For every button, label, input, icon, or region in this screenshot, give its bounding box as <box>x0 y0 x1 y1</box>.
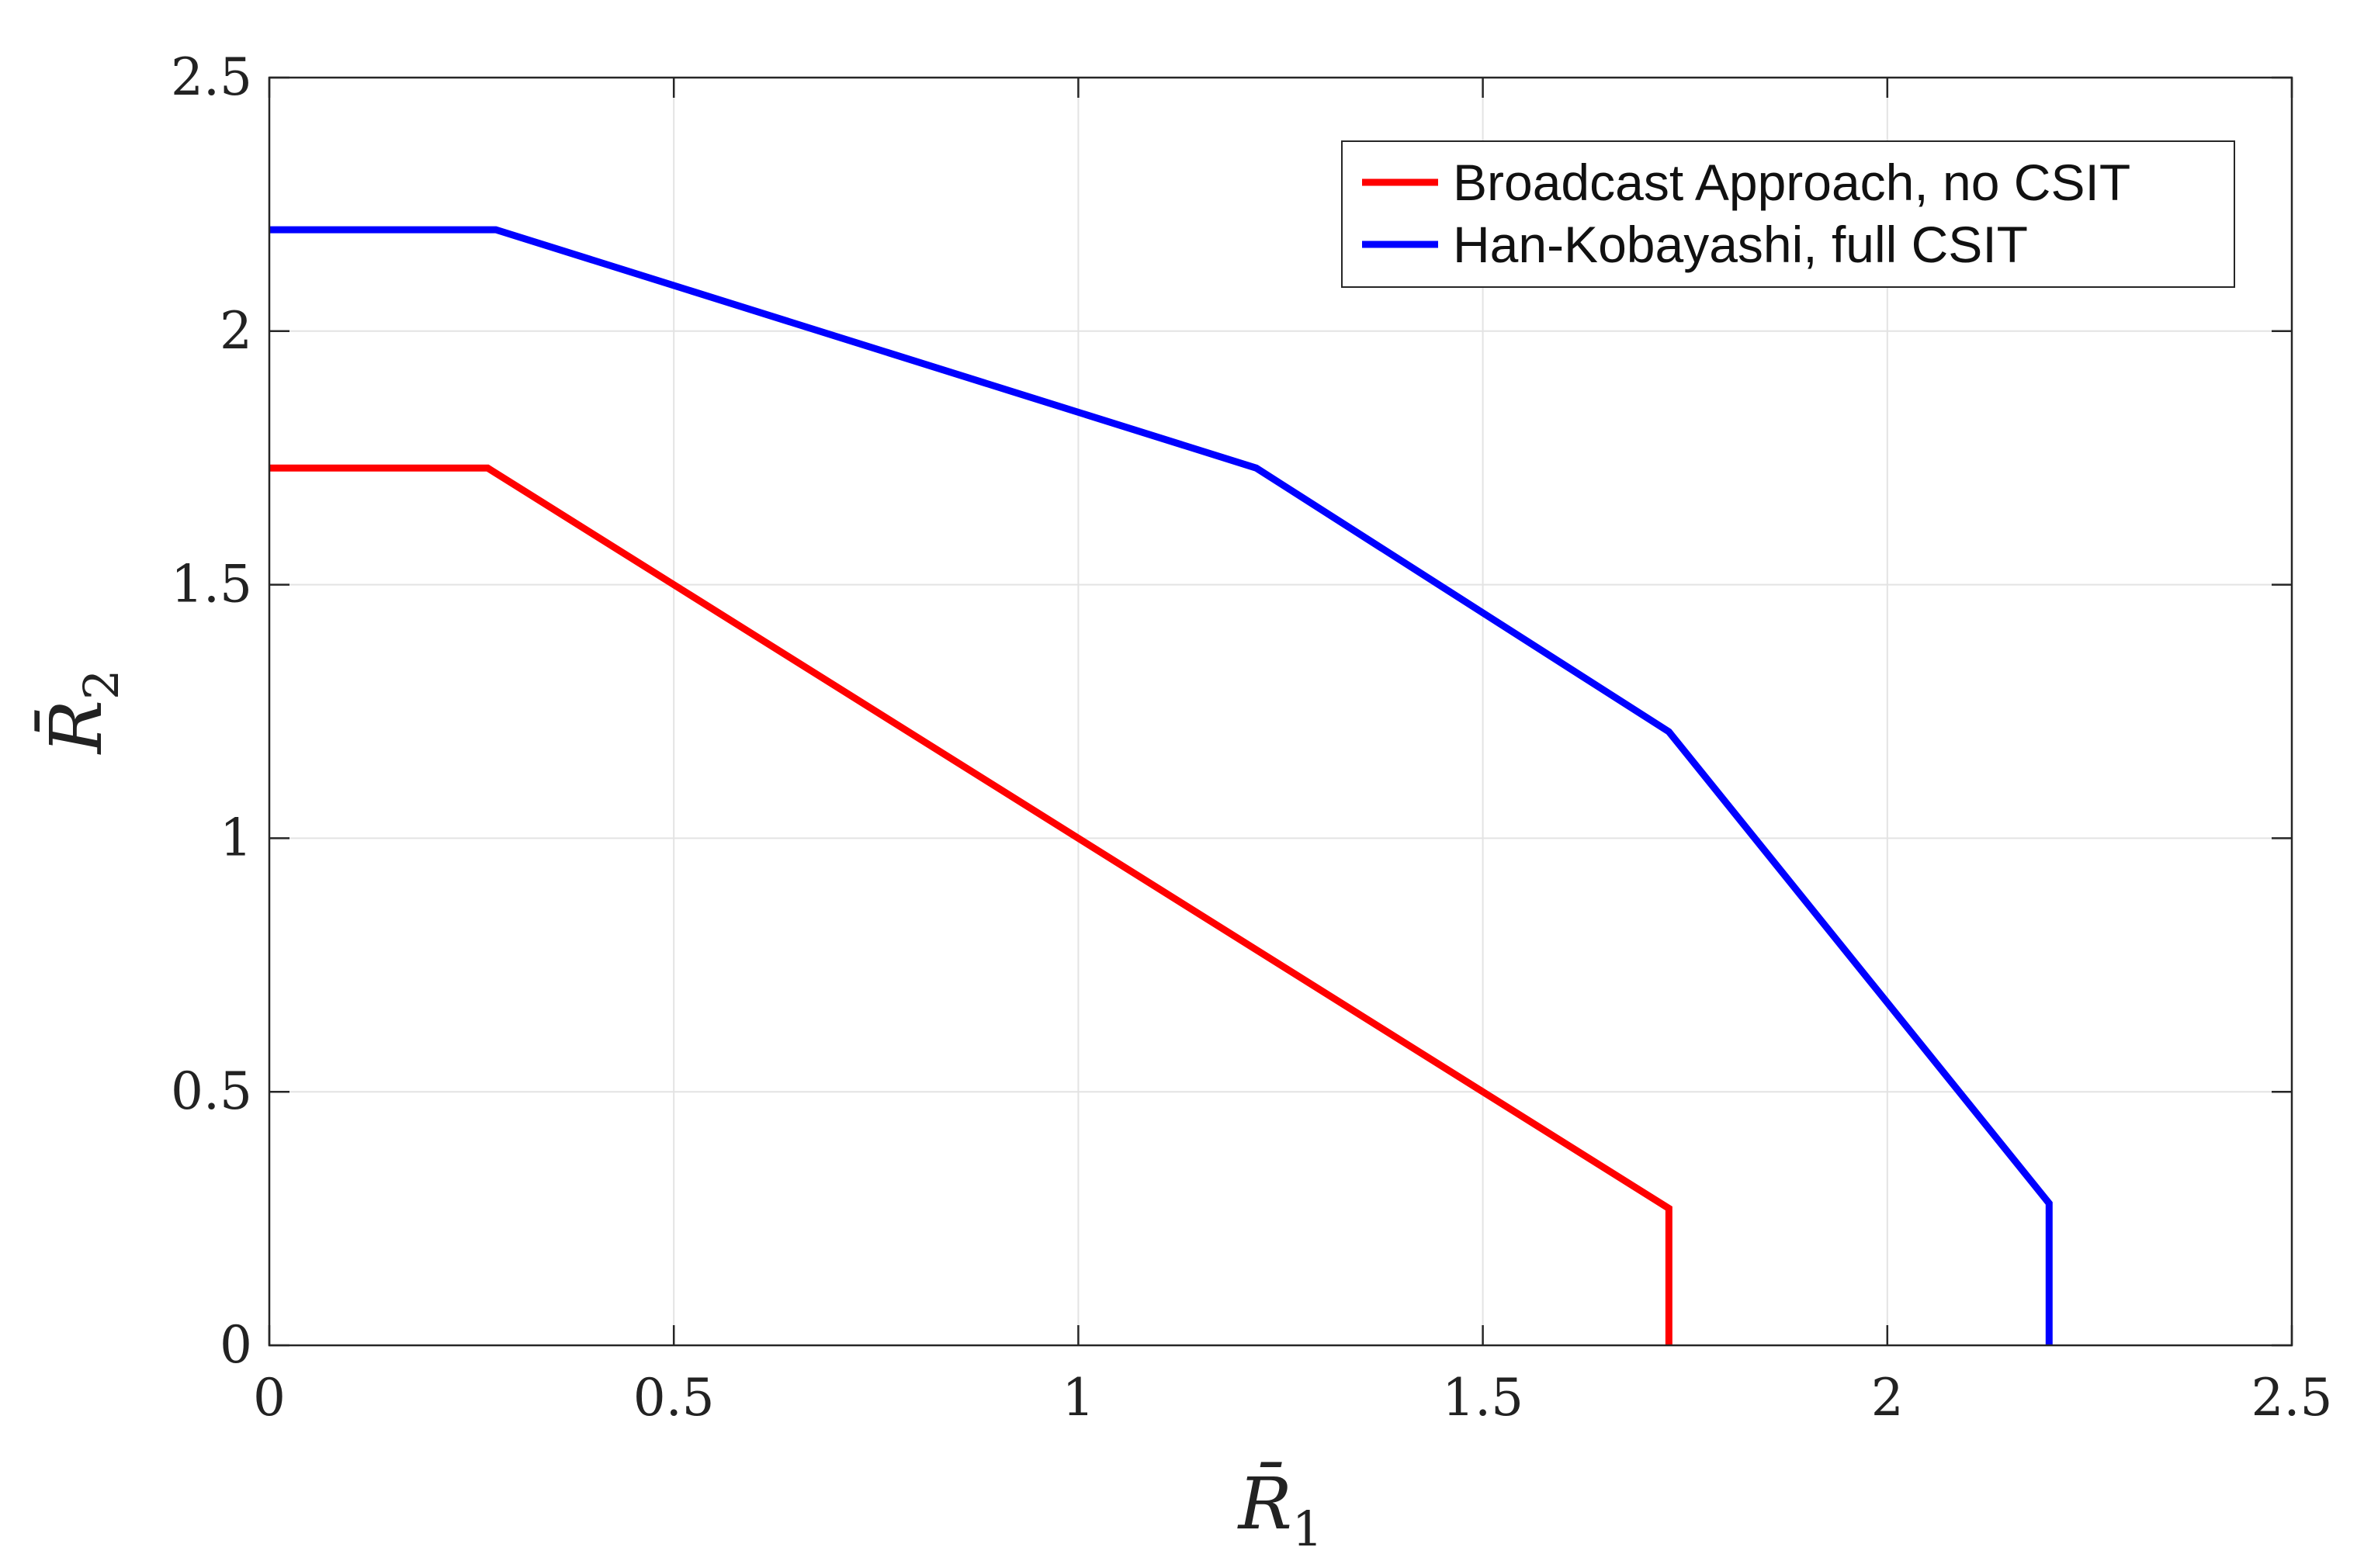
legend-box <box>1341 140 2235 288</box>
x-axis-label-main: R̄ <box>1237 1462 1292 1546</box>
y-tick-label: 0.5 <box>171 1061 252 1121</box>
y-tick-label: 1 <box>220 808 252 867</box>
ticks <box>268 76 2293 1347</box>
y-axis-label: R̄2 <box>34 670 130 756</box>
y-tick-label: 2.5 <box>171 47 252 107</box>
legend-label: Broadcast Approach, no CSIT <box>1453 154 2130 211</box>
series-line <box>269 464 1672 1345</box>
x-tick-label: 2 <box>1871 1368 1904 1428</box>
x-tick-label: 1.5 <box>1442 1368 1523 1428</box>
y-axis-label-sub: 2 <box>73 670 130 700</box>
x-tick-label: 2.5 <box>2251 1368 2333 1428</box>
y-tick-label: 0 <box>220 1315 252 1375</box>
legend-label: Han-Kobayashi, full CSIT <box>1453 216 2028 273</box>
tick-labels: 0 0.5 1 1.5 2 2.5 0 0.5 1 1.5 2 2.5 <box>171 47 2332 1428</box>
y-tick-label: 1.5 <box>171 555 252 614</box>
y-tick-label: 2 <box>220 301 252 361</box>
series-layer <box>269 226 2053 1346</box>
legend: Broadcast Approach, no CSITHan-Kobayashi… <box>1341 140 2235 288</box>
y-axis-label-main: R̄ <box>34 700 118 755</box>
legend-entries: Broadcast Approach, no CSITHan-Kobayashi… <box>1362 154 2130 273</box>
x-tick-label: 1 <box>1062 1368 1094 1428</box>
series-2 <box>269 226 2053 1346</box>
x-tick-label: 0 <box>253 1368 286 1428</box>
x-tick-label: 0.5 <box>633 1368 715 1428</box>
x-axis-label: R̄1 <box>1237 1462 1323 1557</box>
series-line <box>269 226 2053 1345</box>
axes-box <box>268 76 2293 1347</box>
x-axis-label-sub: 1 <box>1292 1501 1322 1557</box>
